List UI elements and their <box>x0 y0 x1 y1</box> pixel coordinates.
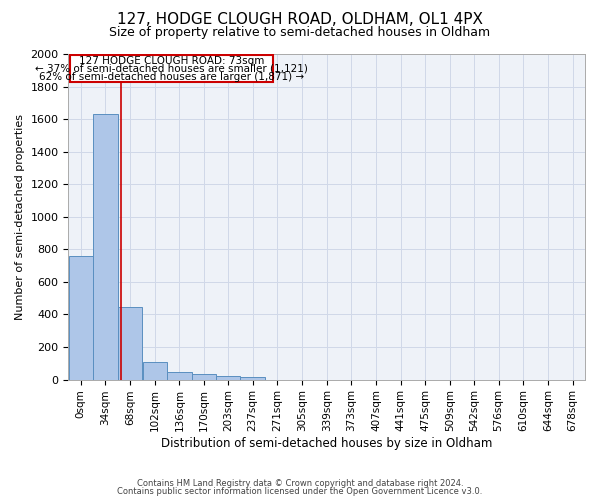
Bar <box>68 256 93 380</box>
Text: Size of property relative to semi-detached houses in Oldham: Size of property relative to semi-detach… <box>109 26 491 39</box>
Bar <box>216 376 240 380</box>
Text: 62% of semi-detached houses are larger (1,871) →: 62% of semi-detached houses are larger (… <box>39 72 304 82</box>
FancyBboxPatch shape <box>70 55 273 82</box>
Bar <box>118 307 142 380</box>
Bar <box>143 362 167 380</box>
Bar <box>192 374 217 380</box>
Text: ← 37% of semi-detached houses are smaller (1,121): ← 37% of semi-detached houses are smalle… <box>35 64 308 74</box>
Bar <box>167 372 191 380</box>
Text: 127, HODGE CLOUGH ROAD, OLDHAM, OL1 4PX: 127, HODGE CLOUGH ROAD, OLDHAM, OL1 4PX <box>117 12 483 28</box>
Text: 127 HODGE CLOUGH ROAD: 73sqm: 127 HODGE CLOUGH ROAD: 73sqm <box>79 56 264 66</box>
X-axis label: Distribution of semi-detached houses by size in Oldham: Distribution of semi-detached houses by … <box>161 437 493 450</box>
Text: Contains public sector information licensed under the Open Government Licence v3: Contains public sector information licen… <box>118 487 482 496</box>
Y-axis label: Number of semi-detached properties: Number of semi-detached properties <box>15 114 25 320</box>
Bar <box>241 377 265 380</box>
Text: Contains HM Land Registry data © Crown copyright and database right 2024.: Contains HM Land Registry data © Crown c… <box>137 478 463 488</box>
Bar <box>93 114 118 380</box>
